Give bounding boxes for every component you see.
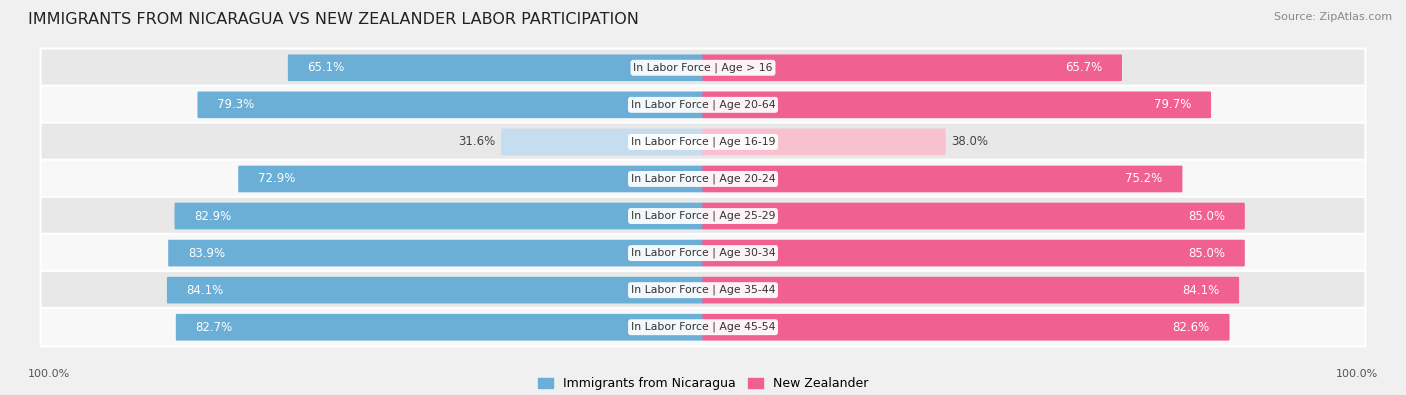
Text: 79.3%: 79.3% bbox=[217, 98, 254, 111]
FancyBboxPatch shape bbox=[703, 203, 1244, 229]
FancyBboxPatch shape bbox=[176, 314, 703, 340]
FancyBboxPatch shape bbox=[41, 122, 1365, 161]
FancyBboxPatch shape bbox=[703, 55, 1122, 81]
FancyBboxPatch shape bbox=[703, 166, 1182, 192]
FancyBboxPatch shape bbox=[41, 234, 1365, 273]
FancyBboxPatch shape bbox=[41, 308, 1365, 346]
Text: 84.1%: 84.1% bbox=[1182, 284, 1219, 297]
Text: In Labor Force | Age 25-29: In Labor Force | Age 25-29 bbox=[631, 211, 775, 221]
Text: 79.7%: 79.7% bbox=[1154, 98, 1191, 111]
FancyBboxPatch shape bbox=[41, 49, 1365, 87]
FancyBboxPatch shape bbox=[41, 271, 1365, 309]
FancyBboxPatch shape bbox=[703, 277, 1239, 303]
FancyBboxPatch shape bbox=[41, 197, 1365, 235]
Text: 82.6%: 82.6% bbox=[1173, 321, 1209, 334]
Text: 100.0%: 100.0% bbox=[28, 369, 70, 379]
Text: In Labor Force | Age 16-19: In Labor Force | Age 16-19 bbox=[631, 137, 775, 147]
FancyBboxPatch shape bbox=[167, 277, 703, 303]
Text: 38.0%: 38.0% bbox=[952, 135, 988, 149]
Text: In Labor Force | Age 20-64: In Labor Force | Age 20-64 bbox=[631, 100, 775, 110]
Text: In Labor Force | Age 35-44: In Labor Force | Age 35-44 bbox=[631, 285, 775, 295]
Text: In Labor Force | Age > 16: In Labor Force | Age > 16 bbox=[633, 62, 773, 73]
Text: 31.6%: 31.6% bbox=[458, 135, 495, 149]
Text: 65.1%: 65.1% bbox=[308, 61, 344, 74]
Text: 82.9%: 82.9% bbox=[194, 209, 232, 222]
FancyBboxPatch shape bbox=[41, 86, 1365, 124]
Text: In Labor Force | Age 45-54: In Labor Force | Age 45-54 bbox=[631, 322, 775, 333]
FancyBboxPatch shape bbox=[703, 128, 946, 155]
FancyBboxPatch shape bbox=[238, 166, 703, 192]
FancyBboxPatch shape bbox=[703, 240, 1244, 267]
Text: 65.7%: 65.7% bbox=[1064, 61, 1102, 74]
FancyBboxPatch shape bbox=[197, 92, 703, 118]
Text: Source: ZipAtlas.com: Source: ZipAtlas.com bbox=[1274, 12, 1392, 22]
Text: 82.7%: 82.7% bbox=[195, 321, 233, 334]
FancyBboxPatch shape bbox=[501, 128, 703, 155]
FancyBboxPatch shape bbox=[169, 240, 703, 267]
Text: 100.0%: 100.0% bbox=[1336, 369, 1378, 379]
Text: 84.1%: 84.1% bbox=[187, 284, 224, 297]
Text: 72.9%: 72.9% bbox=[257, 173, 295, 186]
FancyBboxPatch shape bbox=[703, 314, 1229, 340]
FancyBboxPatch shape bbox=[174, 203, 703, 229]
Text: In Labor Force | Age 30-34: In Labor Force | Age 30-34 bbox=[631, 248, 775, 258]
Text: 83.9%: 83.9% bbox=[188, 246, 225, 260]
Text: In Labor Force | Age 20-24: In Labor Force | Age 20-24 bbox=[631, 174, 775, 184]
FancyBboxPatch shape bbox=[41, 160, 1365, 198]
Legend: Immigrants from Nicaragua, New Zealander: Immigrants from Nicaragua, New Zealander bbox=[533, 372, 873, 395]
Text: 85.0%: 85.0% bbox=[1188, 209, 1225, 222]
Text: 75.2%: 75.2% bbox=[1125, 173, 1163, 186]
Text: IMMIGRANTS FROM NICARAGUA VS NEW ZEALANDER LABOR PARTICIPATION: IMMIGRANTS FROM NICARAGUA VS NEW ZEALAND… bbox=[28, 12, 638, 27]
FancyBboxPatch shape bbox=[703, 92, 1211, 118]
FancyBboxPatch shape bbox=[288, 55, 703, 81]
Text: 85.0%: 85.0% bbox=[1188, 246, 1225, 260]
